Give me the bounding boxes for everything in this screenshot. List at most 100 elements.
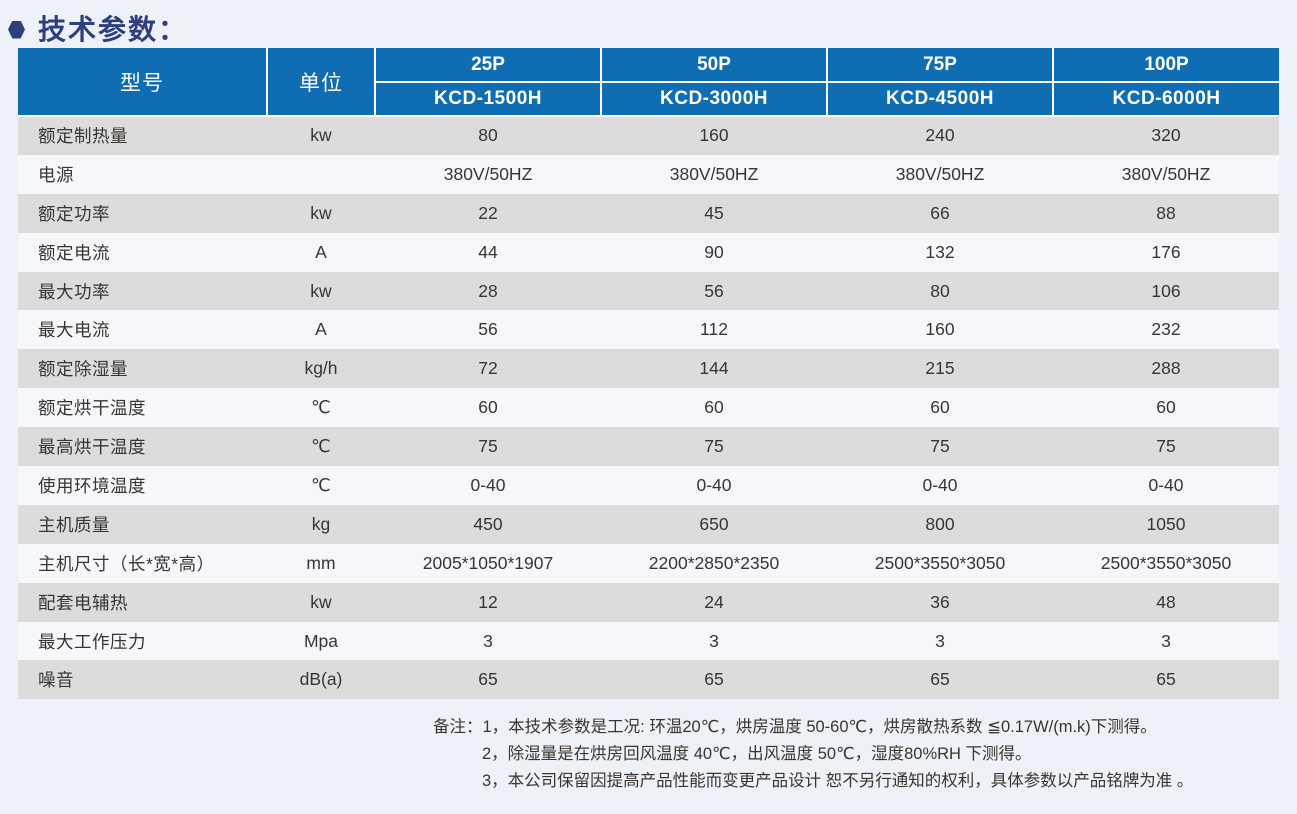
cell-value: 3 <box>375 621 601 661</box>
cell-value: 48 <box>1053 582 1279 622</box>
cell-value: 160 <box>601 116 827 155</box>
row-unit: mm <box>267 543 375 583</box>
header-model-KCD-6000H: KCD-6000H <box>1053 82 1279 117</box>
cell-value: 65 <box>827 660 1053 700</box>
cell-value: 176 <box>1053 232 1279 272</box>
cell-value: 1050 <box>1053 504 1279 544</box>
table-row: 最大功率 kw 28 56 80 106 <box>18 271 1279 311</box>
cell-value: 2500*3550*3050 <box>1053 543 1279 583</box>
cell-value: 650 <box>601 504 827 544</box>
cell-value: 240 <box>827 116 1053 155</box>
cell-value: 160 <box>827 310 1053 350</box>
row-label: 使用环境温度 <box>18 466 267 505</box>
row-label: 电源 <box>18 154 267 194</box>
table-row: 额定除湿量 kg/h 72 144 215 288 <box>18 349 1279 389</box>
cell-value: 56 <box>601 271 827 311</box>
row-unit: A <box>267 310 375 350</box>
cell-value: 90 <box>601 232 827 272</box>
cell-value: 215 <box>827 349 1053 389</box>
table-header: 型号 单位 25P 50P 75P 100P KCD-1500H KCD-3000H KCD-4… <box>18 48 1279 117</box>
table-row: 噪音 dB(a) 65 65 65 65 <box>18 660 1279 700</box>
notes-block: 备注：1，本技术参数是工况: 环温20℃，烘房温度 50-60℃，烘房散热系数 … <box>433 714 1297 795</box>
row-unit: kw <box>267 582 375 622</box>
row-unit: A <box>267 232 375 272</box>
section-title-row: 技术参数： <box>0 0 1297 46</box>
row-label: 主机尺寸（长*宽*高） <box>18 543 267 583</box>
cell-value: 0-40 <box>1053 466 1279 505</box>
spec-table: 型号 单位 25P 50P 75P 100P KCD-1500H KCD-3000H KCD-4… <box>18 48 1279 700</box>
note-line-3: 3，本公司保留因提高产品性能而变更产品设计 恕不另行通知的权利，具体参数以产品铭… <box>433 768 1297 795</box>
row-unit: Mpa <box>267 621 375 661</box>
row-unit: ℃ <box>267 388 375 428</box>
cell-value: 65 <box>601 660 827 700</box>
header-power-75P: 75P <box>827 48 1054 83</box>
cell-value: 132 <box>827 232 1053 272</box>
header-model-label: 型号 <box>18 48 268 117</box>
row-label: 额定除湿量 <box>18 349 267 389</box>
cell-value: 24 <box>601 582 827 622</box>
cell-value: 65 <box>1053 660 1279 700</box>
cell-value: 44 <box>375 232 601 272</box>
cell-value: 288 <box>1053 349 1279 389</box>
cell-value: 75 <box>375 427 601 467</box>
cell-value: 0-40 <box>827 466 1053 505</box>
cell-value: 112 <box>601 310 827 350</box>
header-model-KCD-3000H: KCD-3000H <box>601 82 828 117</box>
cell-value: 36 <box>827 582 1053 622</box>
cell-value: 380V/50HZ <box>375 154 601 194</box>
spec-sheet: 技术参数： 型号 单位 25P 50P 75P 100P KCD-1500H KCD-3000… <box>0 0 1297 795</box>
row-label: 最高烘干温度 <box>18 427 267 467</box>
table-row: 主机质量 kg 450 650 800 1050 <box>18 504 1279 544</box>
row-label: 额定电流 <box>18 232 267 272</box>
row-label: 主机质量 <box>18 504 267 544</box>
row-label: 额定烘干温度 <box>18 388 267 428</box>
table-row: 主机尺寸（长*宽*高） mm 2005*1050*1907 2200*2850*235… <box>18 543 1279 583</box>
cell-value: 380V/50HZ <box>601 154 827 194</box>
cell-value: 3 <box>827 621 1053 661</box>
row-unit: dB(a) <box>267 660 375 700</box>
cell-value: 232 <box>1053 310 1279 350</box>
cell-value: 75 <box>1053 427 1279 467</box>
page-title: 技术参数： <box>38 13 189 45</box>
cell-value: 106 <box>1053 271 1279 311</box>
header-model-KCD-4500H: KCD-4500H <box>827 82 1054 117</box>
row-unit <box>267 154 375 194</box>
cell-value: 80 <box>375 116 601 155</box>
cell-value: 320 <box>1053 116 1279 155</box>
row-unit: kw <box>267 116 375 155</box>
row-unit: kw <box>267 193 375 233</box>
cell-value: 22 <box>375 193 601 233</box>
row-label: 最大功率 <box>18 271 267 311</box>
cell-value: 88 <box>1053 193 1279 233</box>
cell-value: 60 <box>375 388 601 428</box>
cell-value: 80 <box>827 271 1053 311</box>
row-unit: ℃ <box>267 427 375 467</box>
cell-value: 28 <box>375 271 601 311</box>
row-label: 额定功率 <box>18 193 267 233</box>
cell-value: 60 <box>1053 388 1279 428</box>
cell-value: 66 <box>827 193 1053 233</box>
cell-value: 2500*3550*3050 <box>827 543 1053 583</box>
note-line-1: 备注：1，本技术参数是工况: 环温20℃，烘房温度 50-60℃，烘房散热系数 … <box>433 714 1297 741</box>
cell-value: 800 <box>827 504 1053 544</box>
cell-value: 3 <box>1053 621 1279 661</box>
row-label: 最大电流 <box>18 310 267 350</box>
header-model-KCD-1500H: KCD-1500H <box>375 82 602 117</box>
cell-value: 75 <box>827 427 1053 467</box>
cell-value: 12 <box>375 582 601 622</box>
row-unit: kg <box>267 504 375 544</box>
row-label: 配套电辅热 <box>18 582 267 622</box>
cell-value: 450 <box>375 504 601 544</box>
row-label: 额定制热量 <box>18 116 267 155</box>
table-row: 配套电辅热 kw 12 24 36 48 <box>18 582 1279 622</box>
table-row: 最大电流 A 56 112 160 232 <box>18 310 1279 350</box>
note-text: 3，本公司保留因提高产品性能而变更产品设计 恕不另行通知的权利，具体参数以产品铭… <box>482 772 1194 791</box>
cell-value: 60 <box>827 388 1053 428</box>
row-label: 最大工作压力 <box>18 621 267 661</box>
cell-value: 75 <box>601 427 827 467</box>
cell-value: 72 <box>375 349 601 389</box>
table-row: 额定功率 kw 22 45 66 88 <box>18 193 1279 233</box>
row-unit: kg/h <box>267 349 375 389</box>
table-row: 使用环境温度 ℃ 0-40 0-40 0-40 0-40 <box>18 466 1279 505</box>
table-row: 额定烘干温度 ℃ 60 60 60 60 <box>18 388 1279 428</box>
